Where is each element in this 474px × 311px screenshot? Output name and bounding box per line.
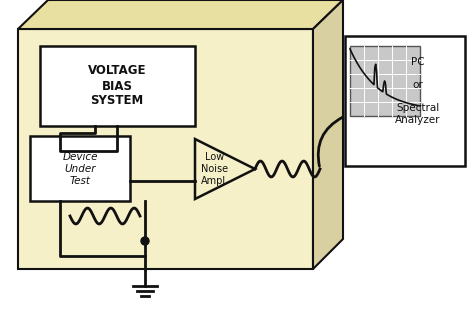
- Text: Device
Under
Test: Device Under Test: [62, 152, 98, 186]
- FancyBboxPatch shape: [350, 46, 420, 116]
- Text: Low
Noise
Ampl.: Low Noise Ampl.: [201, 152, 229, 186]
- Polygon shape: [195, 139, 255, 199]
- Text: VOLTAGE
BIAS
SYSTEM: VOLTAGE BIAS SYSTEM: [88, 64, 146, 108]
- Circle shape: [141, 237, 149, 245]
- Polygon shape: [18, 0, 343, 29]
- FancyBboxPatch shape: [40, 46, 195, 126]
- FancyBboxPatch shape: [18, 29, 313, 269]
- Polygon shape: [313, 0, 343, 269]
- FancyBboxPatch shape: [345, 36, 465, 166]
- FancyBboxPatch shape: [30, 136, 130, 201]
- Text: PC

or

Spectral
Analyzer: PC or Spectral Analyzer: [395, 57, 441, 125]
